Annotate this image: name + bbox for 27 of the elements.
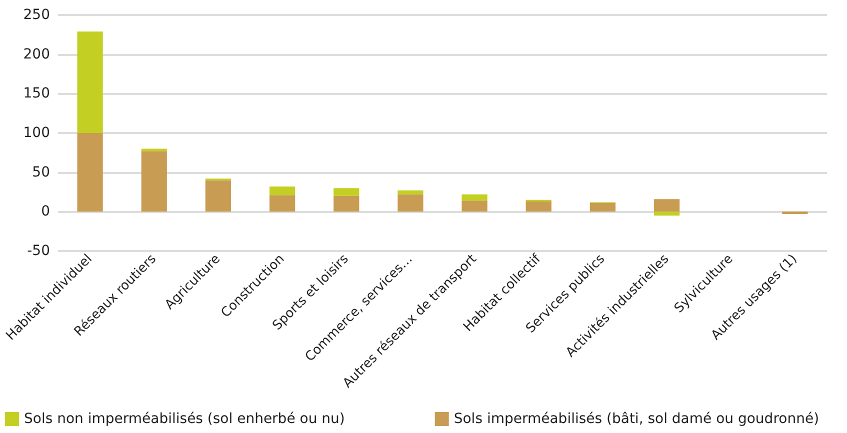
y-tick-label: 100 [23,125,50,141]
legend-label: Sols imperméabilisés (bâti, sol damé ou goudronné) [454,411,820,427]
bar [462,200,488,212]
bar [334,196,360,212]
y-tick-label: 250 [23,7,50,23]
y-tick-label: 150 [23,86,50,102]
bar [654,212,680,216]
bar [269,195,296,212]
bar [398,194,424,212]
y-tick-label: 50 [32,164,50,180]
legend-label: Sols non imperméabilisés (sol enherbé ou nu) [24,411,345,427]
y-tick-label: 0 [41,204,50,220]
bar [77,32,103,133]
bar [526,201,552,212]
bar [782,212,808,214]
bar [141,151,167,212]
bar [654,199,680,212]
y-tick-label: -50 [27,243,50,259]
bar [590,203,616,212]
bar [462,194,488,201]
bar [398,190,424,194]
bar [141,148,167,152]
bar [334,188,360,196]
bar [269,186,296,196]
bar [205,180,232,212]
bar [77,133,103,212]
y-tick-label: 200 [23,46,50,62]
